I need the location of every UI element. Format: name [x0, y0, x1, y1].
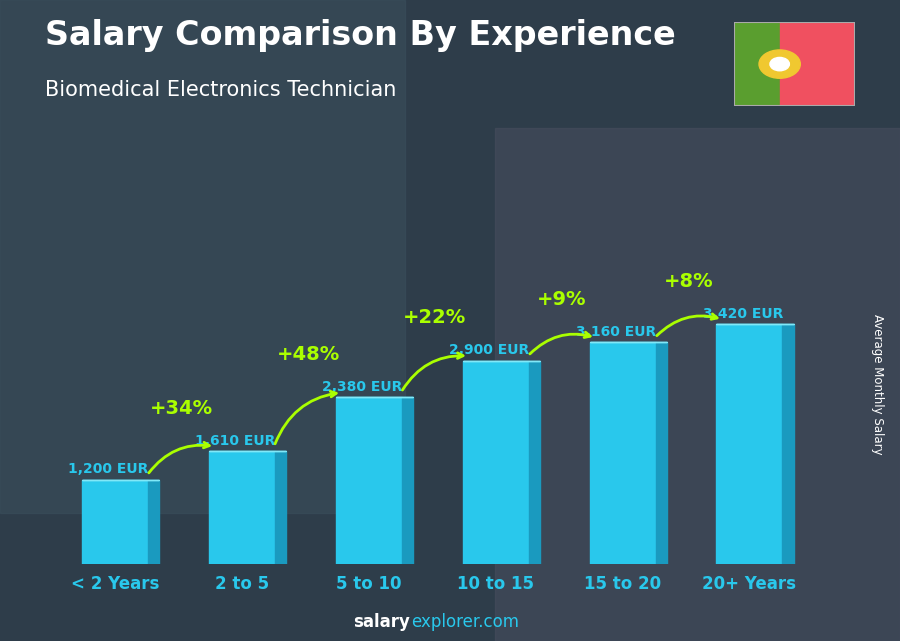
Polygon shape [209, 451, 274, 564]
Polygon shape [82, 480, 148, 564]
Polygon shape [336, 397, 401, 564]
Text: Biomedical Electronics Technician: Biomedical Electronics Technician [45, 80, 396, 100]
Polygon shape [716, 324, 782, 564]
Text: +22%: +22% [403, 308, 466, 327]
Text: Average Monthly Salary: Average Monthly Salary [871, 314, 884, 455]
Bar [0, 0, 405, 513]
Text: +48%: +48% [276, 345, 339, 363]
Bar [495, 128, 900, 641]
Polygon shape [782, 324, 794, 564]
Text: 3,160 EUR: 3,160 EUR [576, 325, 656, 339]
Text: 3,420 EUR: 3,420 EUR [703, 306, 783, 320]
Polygon shape [590, 342, 655, 564]
Bar [779, 22, 855, 106]
Text: +9%: +9% [537, 290, 587, 309]
Polygon shape [463, 361, 528, 564]
Text: +34%: +34% [149, 399, 212, 417]
Circle shape [770, 58, 789, 71]
Text: 1,610 EUR: 1,610 EUR [195, 433, 275, 447]
Text: salary: salary [353, 613, 410, 631]
Text: Salary Comparison By Experience: Salary Comparison By Experience [45, 19, 676, 52]
Polygon shape [528, 361, 540, 564]
Circle shape [759, 50, 800, 78]
Polygon shape [148, 480, 159, 564]
Text: +8%: +8% [664, 272, 714, 290]
Text: explorer.com: explorer.com [411, 613, 519, 631]
Text: 1,200 EUR: 1,200 EUR [68, 462, 148, 476]
Polygon shape [655, 342, 667, 564]
Bar [734, 22, 779, 106]
Polygon shape [401, 397, 413, 564]
Text: 2,900 EUR: 2,900 EUR [449, 343, 529, 357]
Text: 2,380 EUR: 2,380 EUR [322, 379, 402, 394]
Polygon shape [274, 451, 286, 564]
